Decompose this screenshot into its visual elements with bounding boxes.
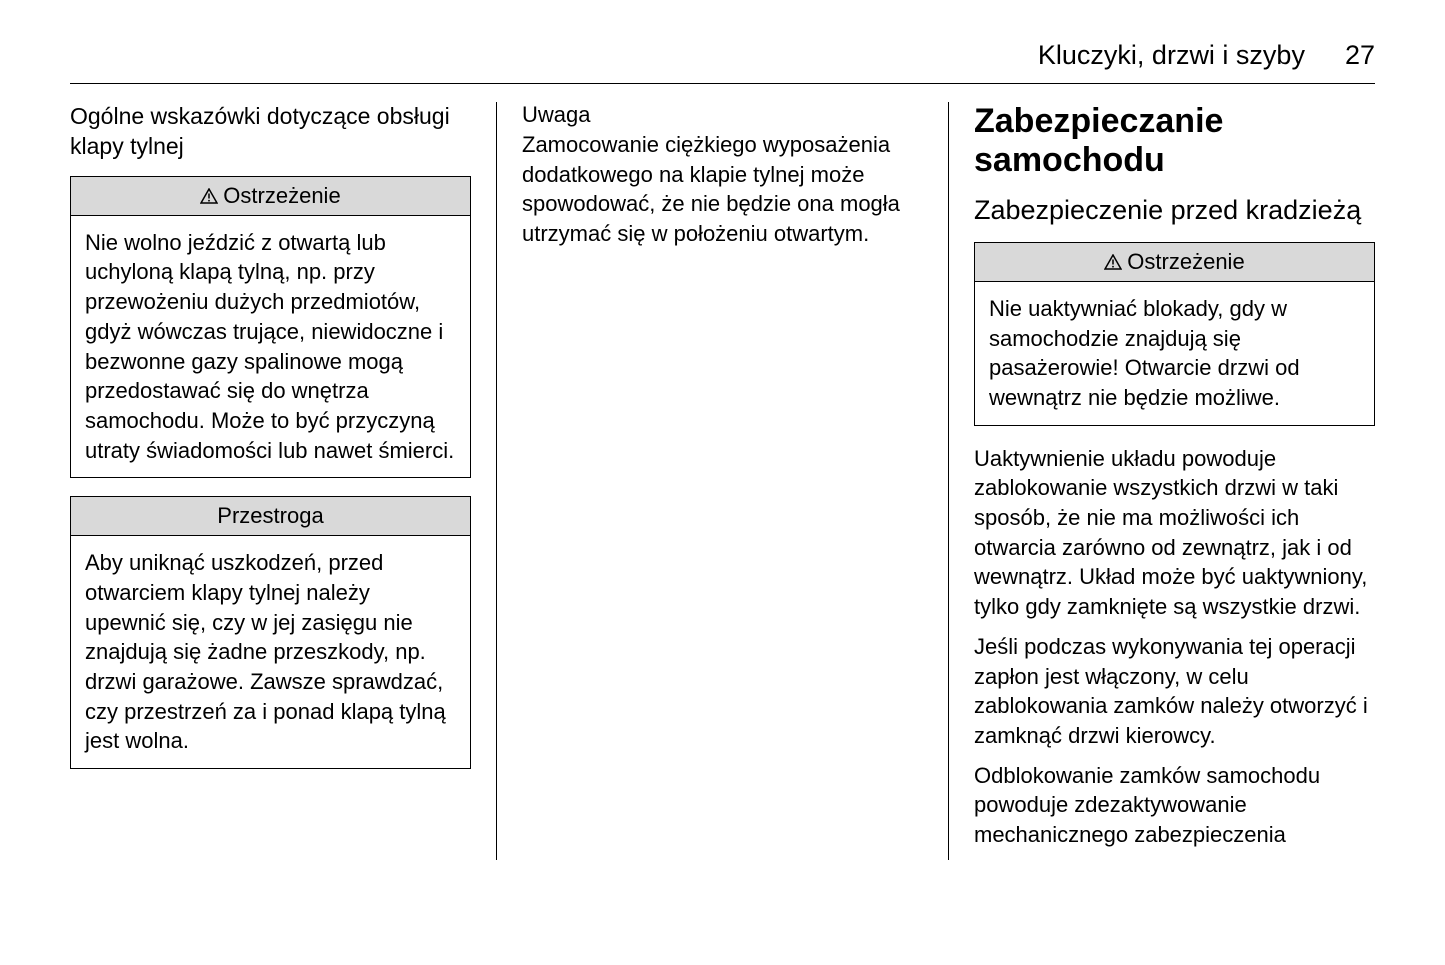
page-header: Kluczyki, drzwi i szyby 27 (70, 40, 1375, 84)
note-heading: Uwaga (522, 102, 923, 128)
col3-para-2: Jeśli podczas wykonywania tej operacji z… (974, 632, 1375, 751)
warning-box-1-title: Ostrzeżenie (223, 183, 340, 209)
caution-box-1-header: Przestroga (71, 497, 470, 536)
col3-para-3: Odblokowanie zamków samochodu powoduje z… (974, 761, 1375, 850)
warning-box-2: Ostrzeżenie Nie uaktywniać blokady, gdy … (974, 242, 1375, 426)
warning-box-1: Ostrzeżenie Nie wolno jeździć z otwartą … (70, 176, 471, 479)
warning-box-2-header: Ostrzeżenie (975, 243, 1374, 282)
warning-triangle-icon (1104, 254, 1122, 270)
column-2: Uwaga Zamocowanie ciężkiego wyposażenia … (497, 102, 949, 860)
column-1: Ogólne wskazówki dotyczące obsługi klapy… (70, 102, 497, 860)
note-body: Zamocowanie ciężkiego wyposażenia dodatk… (522, 130, 923, 249)
col3-main-heading: Zabezpieczanie samochodu (974, 102, 1375, 180)
warning-box-2-title: Ostrzeżenie (1127, 249, 1244, 275)
col1-subheading: Ogólne wskazówki dotyczące obsługi klapy… (70, 102, 471, 162)
caution-box-1-body: Aby uniknąć uszkodzeń, przed otwarciem k… (71, 536, 470, 768)
page-number: 27 (1345, 40, 1375, 71)
content-columns: Ogólne wskazówki dotyczące obsługi klapy… (70, 102, 1375, 860)
warning-box-1-body: Nie wolno jeździć z otwartą lub uchyloną… (71, 216, 470, 478)
warning-box-1-header: Ostrzeżenie (71, 177, 470, 216)
caution-box-1: Przestroga Aby uniknąć uszkodzeń, przed … (70, 496, 471, 769)
warning-triangle-icon (200, 188, 218, 204)
caution-box-1-title: Przestroga (217, 503, 323, 529)
column-3: Zabezpieczanie samochodu Zabezpieczenie … (949, 102, 1375, 860)
warning-box-2-body: Nie uaktywniać blokady, gdy w samochodzi… (975, 282, 1374, 425)
header-chapter-title: Kluczyki, drzwi i szyby (1038, 40, 1305, 71)
col3-para-1: Uaktywnienie układu powoduje zablokowani… (974, 444, 1375, 622)
col3-section-heading: Zabezpieczenie przed kradzieżą (974, 194, 1375, 228)
